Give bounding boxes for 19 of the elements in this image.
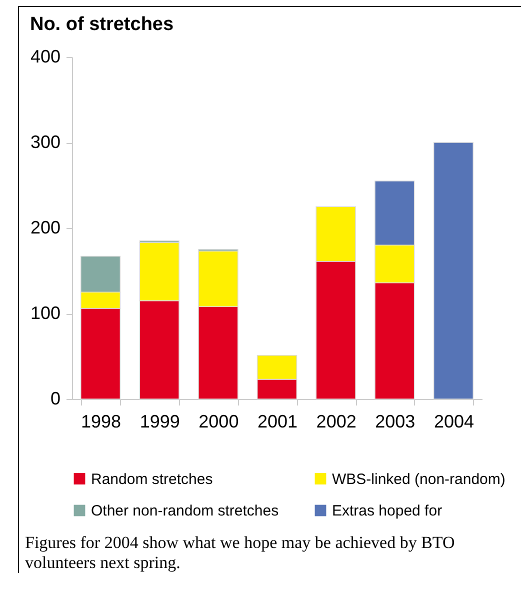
y-tick-label: 400 bbox=[30, 46, 60, 66]
y-tick-label: 0 bbox=[50, 388, 60, 408]
x-tick-label: 2001 bbox=[257, 412, 298, 432]
x-tick-label: 1999 bbox=[140, 412, 180, 432]
x-tick-label: 2004 bbox=[434, 412, 474, 432]
chart-title: No. of stretches bbox=[30, 14, 174, 35]
bar bbox=[433, 142, 474, 400]
x-tick-label: 2003 bbox=[375, 412, 416, 432]
text: Figures for 2004 show what we hope may be achieved by BTO volunteers next spring. bbox=[24, 532, 456, 573]
legend-label: WBS-linked (non-random) bbox=[332, 470, 506, 488]
y-tick-label: 300 bbox=[30, 132, 60, 152]
y-tick-label: 200 bbox=[30, 218, 60, 238]
legend-label: Other non-random stretches bbox=[91, 502, 279, 520]
x-tick-label: 1998 bbox=[81, 412, 122, 432]
x-tick-label: 2002 bbox=[316, 412, 356, 432]
x-tick-label: 2000 bbox=[198, 412, 239, 432]
legend-label: Extras hoped for bbox=[332, 502, 442, 520]
y-tick-label: 100 bbox=[30, 303, 60, 323]
legend-label: Random stretches bbox=[91, 470, 213, 488]
